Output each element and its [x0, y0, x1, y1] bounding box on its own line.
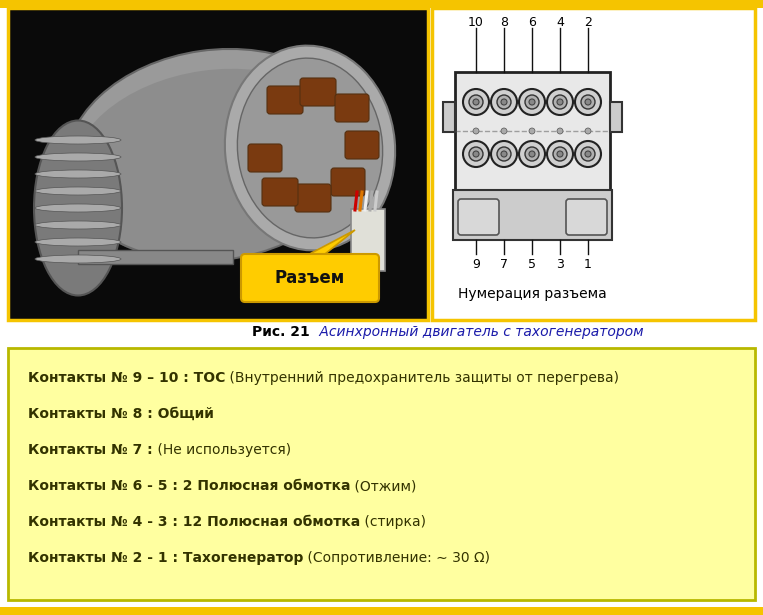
Circle shape — [463, 141, 489, 167]
FancyBboxPatch shape — [453, 190, 612, 240]
Circle shape — [469, 95, 483, 109]
Text: Разъем: Разъем — [275, 269, 345, 287]
FancyBboxPatch shape — [78, 250, 233, 264]
FancyBboxPatch shape — [610, 102, 622, 132]
Circle shape — [469, 147, 483, 161]
Circle shape — [557, 151, 563, 157]
Circle shape — [491, 89, 517, 115]
Text: Контакты № 7 :: Контакты № 7 : — [28, 443, 153, 457]
Text: 4: 4 — [556, 15, 564, 28]
Circle shape — [529, 128, 535, 134]
FancyBboxPatch shape — [458, 199, 499, 235]
Ellipse shape — [35, 153, 121, 161]
Circle shape — [473, 151, 479, 157]
Circle shape — [581, 147, 595, 161]
Text: Контакты № 6 - 5 : 2 Полюсная обмотка: Контакты № 6 - 5 : 2 Полюсная обмотка — [28, 479, 350, 493]
Ellipse shape — [237, 58, 383, 238]
FancyBboxPatch shape — [300, 78, 336, 106]
Ellipse shape — [35, 204, 121, 212]
FancyBboxPatch shape — [0, 607, 763, 615]
Text: Рис. 21: Рис. 21 — [253, 325, 310, 339]
FancyBboxPatch shape — [8, 8, 428, 320]
Circle shape — [501, 128, 507, 134]
FancyBboxPatch shape — [432, 8, 755, 320]
FancyBboxPatch shape — [335, 94, 369, 122]
Circle shape — [529, 151, 535, 157]
Circle shape — [473, 99, 479, 105]
Text: 6: 6 — [528, 15, 536, 28]
FancyBboxPatch shape — [443, 102, 455, 132]
Ellipse shape — [71, 69, 359, 261]
FancyBboxPatch shape — [566, 199, 607, 235]
FancyBboxPatch shape — [248, 144, 282, 172]
Text: (Внутренний предохранитель защиты от перегрева): (Внутренний предохранитель защиты от пер… — [225, 371, 620, 385]
Ellipse shape — [34, 121, 122, 295]
Circle shape — [547, 141, 573, 167]
FancyBboxPatch shape — [351, 209, 385, 271]
Circle shape — [553, 147, 567, 161]
Circle shape — [473, 128, 479, 134]
Text: Контакты № 2 - 1 : Тахогенератор: Контакты № 2 - 1 : Тахогенератор — [28, 551, 304, 565]
FancyBboxPatch shape — [0, 0, 763, 8]
Circle shape — [575, 141, 601, 167]
Ellipse shape — [35, 255, 121, 263]
Circle shape — [557, 128, 563, 134]
FancyBboxPatch shape — [331, 168, 365, 196]
Text: (Отжим): (Отжим) — [350, 479, 417, 493]
Circle shape — [581, 95, 595, 109]
Circle shape — [519, 89, 545, 115]
FancyBboxPatch shape — [241, 254, 379, 302]
Polygon shape — [302, 230, 355, 258]
Text: Контакты № 8 : Общий: Контакты № 8 : Общий — [28, 407, 214, 421]
Circle shape — [585, 128, 591, 134]
Circle shape — [491, 141, 517, 167]
Circle shape — [547, 89, 573, 115]
Text: 3: 3 — [556, 258, 564, 271]
Text: 8: 8 — [500, 15, 508, 28]
FancyBboxPatch shape — [267, 86, 303, 114]
Text: Асинхронный двигатель с тахогенератором: Асинхронный двигатель с тахогенератором — [315, 325, 644, 339]
Text: (Не используется): (Не используется) — [153, 443, 291, 457]
Text: 2: 2 — [584, 15, 592, 28]
Text: (стирка): (стирка) — [360, 515, 427, 529]
FancyBboxPatch shape — [295, 184, 331, 212]
Text: Контакты № 9 – 10 : ТОС: Контакты № 9 – 10 : ТОС — [28, 371, 225, 385]
FancyBboxPatch shape — [8, 348, 755, 600]
FancyBboxPatch shape — [455, 72, 610, 190]
Ellipse shape — [66, 49, 364, 261]
Circle shape — [525, 95, 539, 109]
FancyBboxPatch shape — [345, 131, 379, 159]
Text: 1: 1 — [584, 258, 592, 271]
Ellipse shape — [35, 170, 121, 178]
Circle shape — [519, 141, 545, 167]
Circle shape — [557, 99, 563, 105]
Ellipse shape — [35, 238, 121, 246]
Circle shape — [463, 89, 489, 115]
Circle shape — [585, 99, 591, 105]
Circle shape — [585, 151, 591, 157]
Ellipse shape — [225, 46, 395, 250]
Circle shape — [525, 147, 539, 161]
Ellipse shape — [35, 187, 121, 195]
Text: 9: 9 — [472, 258, 480, 271]
Ellipse shape — [35, 136, 121, 144]
Circle shape — [553, 95, 567, 109]
Text: 10: 10 — [468, 15, 484, 28]
Circle shape — [497, 147, 511, 161]
Circle shape — [501, 151, 507, 157]
Circle shape — [501, 99, 507, 105]
Circle shape — [575, 89, 601, 115]
FancyBboxPatch shape — [262, 178, 298, 206]
Text: (Сопротивление: ∼ 30 Ω): (Сопротивление: ∼ 30 Ω) — [304, 551, 491, 565]
Circle shape — [529, 99, 535, 105]
Text: 7: 7 — [500, 258, 508, 271]
Text: Контакты № 4 - 3 : 12 Полюсная обмотка: Контакты № 4 - 3 : 12 Полюсная обмотка — [28, 515, 360, 529]
Circle shape — [497, 95, 511, 109]
Ellipse shape — [35, 221, 121, 229]
Text: 5: 5 — [528, 258, 536, 271]
Text: Нумерация разъема: Нумерация разъема — [458, 287, 607, 301]
